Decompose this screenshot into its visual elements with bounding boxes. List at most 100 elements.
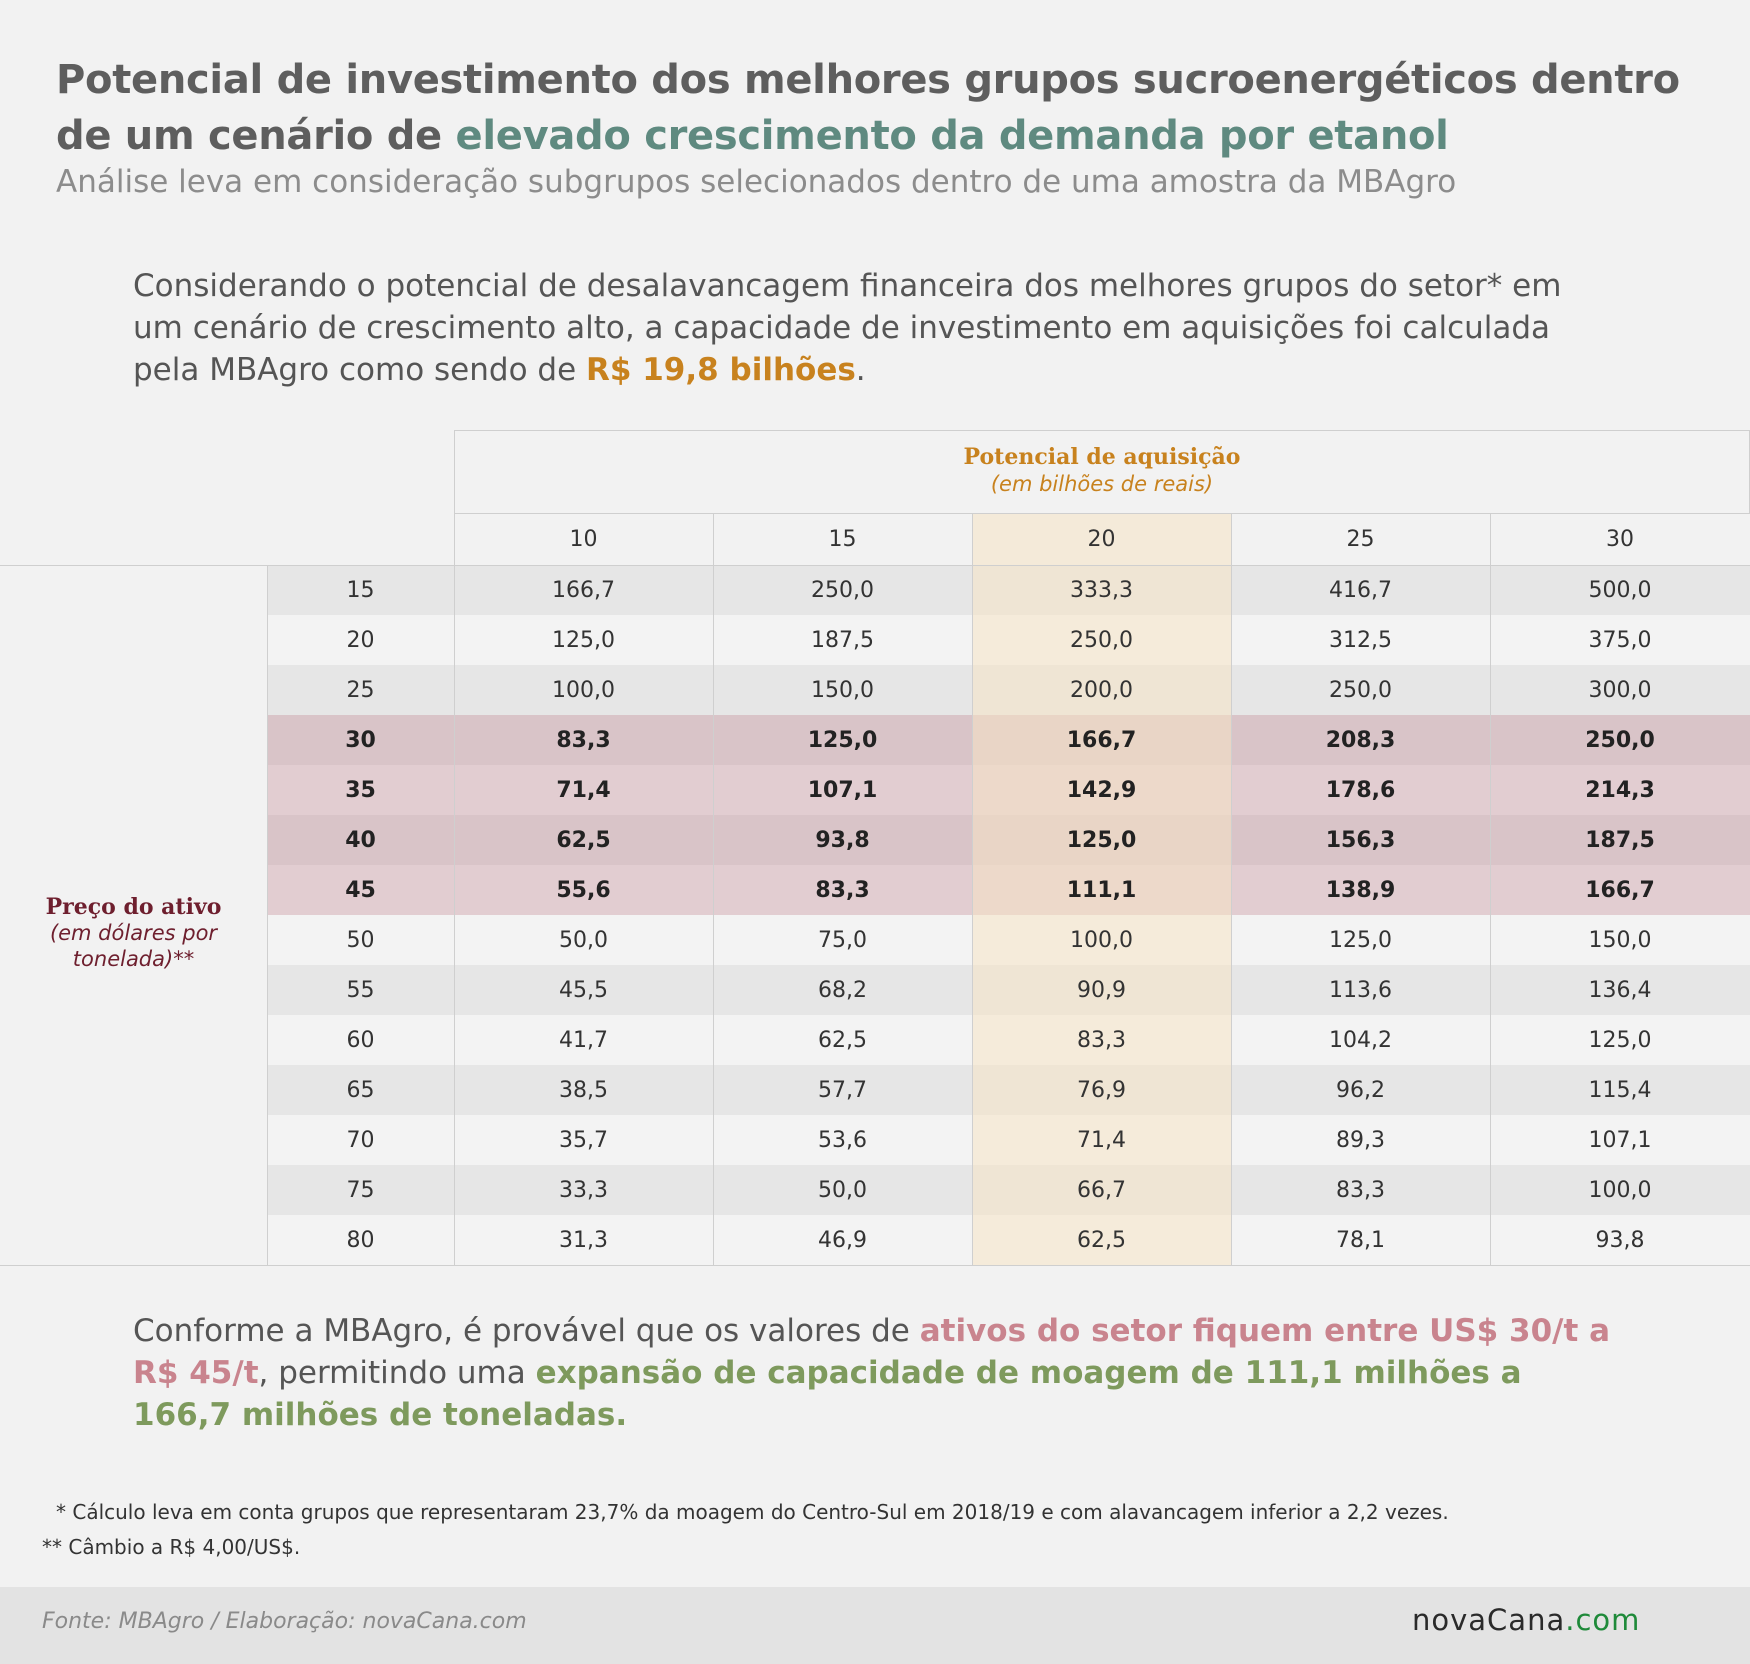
row-label: 20 (346, 627, 375, 653)
intro-amount: R$ 19,8 bilhões (586, 352, 856, 388)
table-cell: 55,6 (556, 877, 611, 903)
table-cell: 93,8 (1595, 1227, 1645, 1253)
grid-line (454, 430, 455, 1265)
grid-line (1231, 513, 1232, 1265)
column-header: 25 (1346, 526, 1375, 552)
table-cell: 107,1 (807, 777, 878, 803)
table-cell: 107,1 (1588, 1127, 1652, 1153)
table-cell: 142,9 (1066, 777, 1137, 803)
column-header-subtitle: (em bilhões de reais) (990, 472, 1214, 496)
column-header-title: Potencial de aquisição (963, 444, 1241, 470)
row-label: 30 (345, 727, 376, 753)
row-label: 60 (346, 1027, 375, 1053)
intro-text: Considerando o potencial de desalavancag… (133, 268, 1562, 388)
grid-line (713, 513, 714, 1265)
table-cell: 41,7 (559, 1027, 608, 1053)
table-cell: 75,0 (818, 927, 867, 953)
table-cell: 375,0 (1588, 627, 1652, 653)
table-cell: 150,0 (1588, 927, 1652, 953)
table-cell: 111,1 (1066, 877, 1137, 903)
table-cell: 50,0 (559, 927, 608, 953)
table-cell: 66,7 (1077, 1177, 1126, 1203)
grid-line (454, 513, 1750, 514)
footnote-1: * Cálculo leva em conta grupos que repre… (56, 1500, 1449, 1524)
conclusion-text-2: , permitindo uma (258, 1355, 536, 1391)
table-cell: 100,0 (552, 677, 615, 703)
table-cell: 125,0 (1588, 1027, 1652, 1053)
footnote-2: ** Câmbio a R$ 4,00/US$. (42, 1535, 301, 1559)
row-label: 65 (346, 1077, 375, 1103)
table-cell: 250,0 (811, 577, 874, 603)
table-cell: 83,3 (815, 877, 870, 903)
table-cell: 71,4 (1077, 1127, 1126, 1153)
table-cell: 83,3 (556, 727, 611, 753)
table-cell: 31,3 (559, 1227, 608, 1253)
conclusion-text-1: Conforme a MBAgro, é provável que os val… (133, 1313, 920, 1349)
table-cell: 53,6 (818, 1127, 867, 1153)
row-label: 70 (346, 1127, 375, 1153)
row-label: 75 (346, 1177, 375, 1203)
conclusion-asset-range: ativos do setor fiquem entre US$ 30/t a … (133, 1313, 1610, 1391)
footer-bar: Fonte: MBAgro / Elaboração: novaCana.com… (0, 1587, 1750, 1664)
table-cell: 33,3 (559, 1177, 608, 1203)
grid-line (454, 430, 1750, 431)
table-cell: 90,9 (1077, 977, 1126, 1003)
table-cell: 250,0 (1329, 677, 1392, 703)
table-cell: 333,3 (1070, 577, 1133, 603)
title-highlight: elevado crescimento da demanda por etano… (455, 113, 1449, 159)
highlight-column (972, 513, 1231, 1265)
conclusion-capacity: expansão de capacidade de moagem de 111,… (133, 1355, 1522, 1433)
table-cell: 38,5 (559, 1077, 608, 1103)
grid-line (0, 565, 1750, 566)
table-cell: 104,2 (1329, 1027, 1392, 1053)
grid-line (0, 1265, 1750, 1266)
column-header: 30 (1606, 526, 1634, 552)
table-cell: 166,7 (1066, 727, 1137, 753)
row-label: 35 (345, 777, 376, 803)
table-cell: 416,7 (1329, 577, 1392, 603)
chart-title: Potencial de investimento dos melhores g… (56, 52, 1696, 164)
table-cell: 214,3 (1585, 777, 1655, 803)
table-cell: 200,0 (1070, 677, 1133, 703)
table-cell: 187,5 (1585, 827, 1655, 853)
table-cell: 50,0 (818, 1177, 867, 1203)
row-label: 40 (345, 827, 376, 853)
table-cell: 113,6 (1329, 977, 1392, 1003)
table-cell: 100,0 (1070, 927, 1133, 953)
acquisition-table: Potencial de aquisição (em bilhões de re… (0, 430, 1750, 1272)
row-label: 55 (346, 977, 375, 1003)
table-cell: 125,0 (1329, 927, 1392, 953)
table-cell: 62,5 (818, 1027, 867, 1053)
table-cell: 45,5 (559, 977, 608, 1003)
intro-end: . (855, 352, 866, 388)
row-header: Preço do ativo (em dólares por tonelada)… (0, 894, 267, 972)
table-cell: 250,0 (1070, 627, 1133, 653)
table-cell: 68,2 (818, 977, 867, 1003)
table-cell: 312,5 (1329, 627, 1392, 653)
row-label: 15 (346, 577, 375, 603)
table-cell: 57,7 (818, 1077, 867, 1103)
table-cell: 78,1 (1336, 1227, 1385, 1253)
table-cell: 62,5 (1077, 1227, 1126, 1253)
grid-line (1490, 513, 1491, 1265)
row-label: 80 (346, 1227, 375, 1253)
table-cell: 187,5 (811, 627, 874, 653)
table-cell: 89,3 (1336, 1127, 1385, 1153)
table-cell: 115,4 (1588, 1077, 1652, 1103)
table-cell: 125,0 (1066, 827, 1137, 853)
table-cell: 150,0 (811, 677, 874, 703)
intro-paragraph: Considerando o potencial de desalavancag… (133, 265, 1613, 391)
table-cell: 300,0 (1588, 677, 1652, 703)
table-cell: 136,4 (1588, 977, 1652, 1003)
row-header-subtitle: (em dólares por tonelada)** (49, 921, 218, 971)
table-cell: 46,9 (818, 1227, 867, 1253)
grid-line (267, 565, 268, 1265)
column-header: 10 (569, 526, 598, 552)
title-text: Potencial de investimento dos melhores g… (56, 57, 1680, 159)
table-cell: 208,3 (1325, 727, 1396, 753)
row-header-title: Preço do ativo (45, 894, 222, 920)
table-cell: 93,8 (815, 827, 870, 853)
chart-subtitle: Análise leva em consideração subgrupos s… (56, 164, 1457, 200)
table-cell: 71,4 (556, 777, 611, 803)
table-cell: 500,0 (1588, 577, 1652, 603)
